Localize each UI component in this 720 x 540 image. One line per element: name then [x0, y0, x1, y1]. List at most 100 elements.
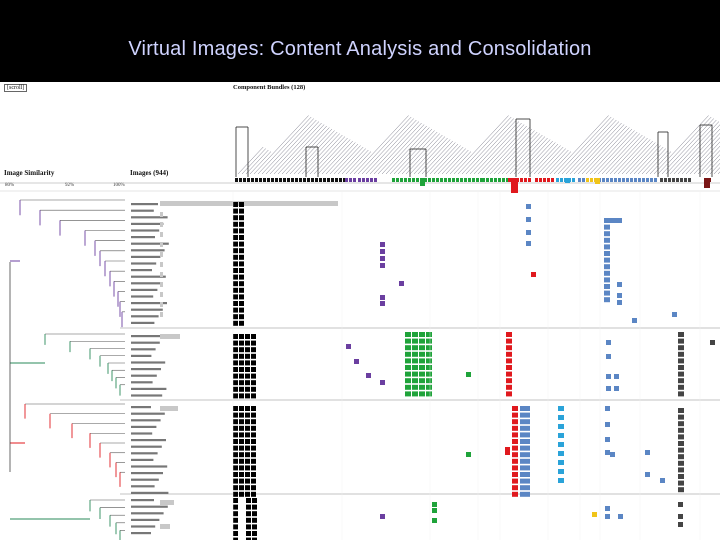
bundle-label [361, 118, 414, 175]
image-label [131, 458, 154, 461]
matrix-cell [245, 425, 250, 431]
bundle-highlight [565, 178, 570, 183]
image-label [131, 262, 157, 265]
matrix-cell [526, 217, 531, 222]
slide-title: Virtual Images: Content Analysis and Con… [128, 38, 592, 60]
bundle-label [501, 133, 540, 175]
matrix-cell [239, 307, 244, 313]
bundle-label [293, 130, 335, 175]
matrix-cell [605, 514, 610, 519]
matrix-cell [678, 522, 683, 527]
matrix-cell [506, 371, 512, 377]
matrix-cell [512, 425, 518, 431]
matrix-cell [512, 452, 518, 458]
count-bar [160, 222, 163, 227]
matrix-cell [233, 215, 238, 221]
matrix-cell [252, 524, 257, 530]
matrix-cell [246, 537, 251, 540]
matrix-cell [233, 268, 238, 273]
image-label [131, 222, 164, 225]
bundle-swatch [358, 178, 361, 182]
bundle-label [549, 151, 572, 175]
image-label [131, 203, 158, 206]
image-label [131, 439, 166, 442]
matrix-cell [233, 287, 238, 293]
images-count-label: Images (944) [130, 169, 169, 177]
bundle-swatch [456, 178, 459, 182]
bundle-label [593, 130, 635, 175]
bundle-swatch [654, 178, 657, 182]
bundle-label [693, 145, 720, 175]
bundle-swatch [560, 178, 563, 182]
matrix-cell [245, 412, 250, 418]
bundle-swatch [440, 178, 443, 182]
matrix-cell [233, 353, 238, 359]
bundle-swatch [626, 178, 629, 182]
bundle-label [525, 142, 556, 175]
image-label [131, 532, 151, 535]
matrix-cell [678, 427, 684, 433]
matrix-cell [233, 281, 238, 287]
bundle-swatch [331, 178, 334, 182]
matrix-cell [632, 318, 637, 323]
bundle-swatch [404, 178, 407, 182]
matrix-cell [606, 386, 611, 391]
matrix-cell [405, 351, 411, 357]
bundle-label [617, 139, 651, 175]
matrix-cell [239, 274, 244, 280]
image-label [131, 269, 152, 272]
bundle-swatch [247, 178, 250, 182]
matrix-cell [251, 412, 256, 418]
scroll-widget[interactable]: [scroll] [4, 84, 28, 92]
matrix-cell [505, 447, 510, 455]
matrix-cell [233, 373, 238, 379]
matrix-cell [233, 228, 238, 234]
matrix-cell [251, 340, 256, 346]
bundle-label [481, 125, 527, 175]
matrix-cell [617, 300, 622, 305]
matrix-cell [512, 419, 518, 425]
matrix-cell [412, 338, 418, 344]
bundle-label [389, 128, 433, 175]
matrix-cell [245, 458, 250, 464]
matrix-cell [405, 371, 411, 377]
matrix-cell [233, 235, 238, 240]
bundle-label [681, 132, 720, 175]
image-label [131, 406, 151, 409]
matrix-cell [239, 472, 244, 477]
bundle-swatch [622, 178, 625, 182]
bundle-label [325, 142, 356, 175]
count-bar [160, 312, 163, 317]
bundle-label [637, 146, 664, 175]
matrix-cell [245, 478, 250, 484]
matrix-cell [512, 491, 518, 497]
matrix-cell [245, 445, 250, 451]
bundle-label [649, 151, 672, 175]
bundle-label [601, 133, 640, 175]
bundle-swatch [676, 178, 679, 182]
count-bar [160, 252, 163, 257]
bundle-swatch [578, 178, 581, 182]
bundle-swatch [448, 178, 451, 182]
matrix-cell [506, 338, 512, 344]
image-label [131, 348, 156, 351]
matrix-cell [605, 422, 610, 427]
bundle-swatch [460, 178, 463, 182]
matrix-cell [233, 491, 238, 497]
bundle-swatch [239, 178, 242, 182]
matrix-cell [239, 235, 244, 240]
bundle-swatch [672, 178, 675, 182]
matrix-cell [252, 504, 257, 510]
bundle-swatch [362, 178, 365, 182]
matrix-cell [506, 332, 512, 337]
bundle-swatch [610, 178, 613, 182]
bundle-swatch [396, 178, 399, 182]
matrix-cell [233, 254, 238, 260]
matrix-cell [251, 491, 256, 497]
matrix-cell [610, 452, 615, 457]
matrix-cell [526, 204, 531, 209]
bundle-swatch [444, 178, 447, 182]
bundle-swatch [506, 178, 509, 182]
matrix-cell [239, 419, 244, 425]
matrix-cell [412, 351, 418, 357]
